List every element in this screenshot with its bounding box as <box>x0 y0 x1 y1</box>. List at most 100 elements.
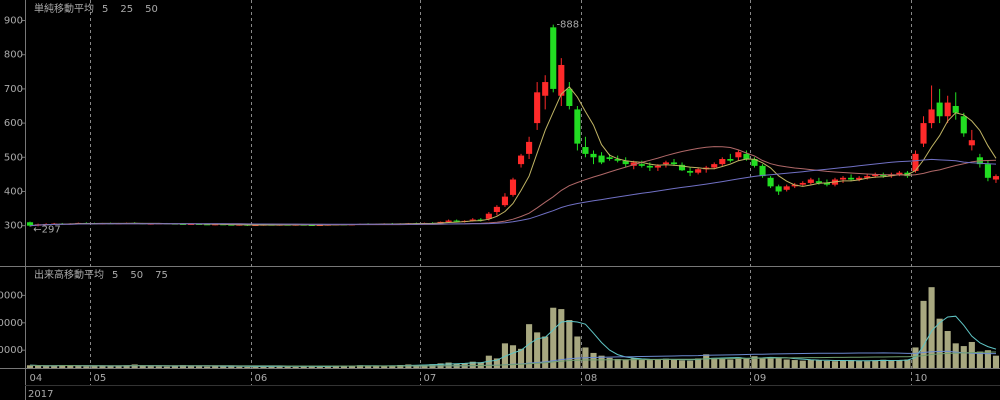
volume-bar <box>976 351 983 368</box>
candle-body <box>920 123 927 144</box>
volume-bar <box>381 366 388 368</box>
annotation: ←297 <box>33 225 60 236</box>
candle-body <box>574 109 581 144</box>
volume-bar <box>389 365 396 368</box>
candle-body <box>187 223 195 225</box>
volume-bar <box>252 366 259 368</box>
volume-bar <box>791 360 798 368</box>
candle-body <box>944 102 951 117</box>
volume-bar <box>99 365 106 368</box>
candle-body <box>509 179 517 195</box>
volume-bar <box>687 360 694 368</box>
volume-bar <box>332 365 339 368</box>
candle-body <box>912 153 919 171</box>
volume-bar <box>831 361 839 368</box>
volume-bar <box>960 346 967 368</box>
volume-bar <box>646 360 653 368</box>
candle-body <box>453 220 460 222</box>
volume-bar <box>952 343 959 368</box>
candle-body <box>485 213 492 219</box>
volume-bar <box>59 364 66 368</box>
volume-bar <box>590 352 597 368</box>
candle-body <box>212 224 219 226</box>
candle-body <box>308 224 315 226</box>
legend-entry: 50 <box>130 270 143 281</box>
volume-bar <box>324 366 331 368</box>
volume-bar <box>992 355 1000 368</box>
volume-bar <box>147 366 154 368</box>
candle-body <box>622 160 629 165</box>
candle-body <box>711 164 718 168</box>
volume-bar <box>212 366 219 368</box>
candle-body <box>823 182 830 185</box>
volume-bar <box>67 365 74 368</box>
volume-bar <box>542 336 549 368</box>
volume-bar <box>888 360 895 368</box>
volume-bar <box>751 356 758 368</box>
volume-bar <box>864 361 871 368</box>
volume-bar <box>526 324 533 368</box>
volume-bar <box>775 358 782 368</box>
candle-body <box>775 186 782 192</box>
candle-body <box>888 174 895 177</box>
volume-bar <box>839 360 847 368</box>
volume-bar <box>896 360 903 368</box>
candle-body <box>960 116 967 134</box>
candle-body <box>662 162 670 165</box>
candle-body <box>501 196 509 206</box>
volume-bar <box>799 360 806 368</box>
volume-bar <box>856 360 863 368</box>
candle-body <box>646 165 653 168</box>
volume-bar <box>727 359 734 368</box>
volume-bar <box>654 359 661 368</box>
volume-bar <box>904 359 911 368</box>
volume-bar <box>944 331 951 368</box>
volume-bar <box>276 365 283 368</box>
x-tick-label: 07 <box>424 373 437 384</box>
volume-bar <box>43 366 50 368</box>
candle-body <box>839 177 847 180</box>
candle-body <box>678 164 686 171</box>
candle-body <box>493 206 500 212</box>
volume-title: 出来高移動平均 <box>34 268 104 281</box>
volume-bar <box>308 366 315 368</box>
candle-body <box>638 164 645 166</box>
volume-bar <box>196 366 203 368</box>
volume-bar <box>373 366 380 368</box>
annotation: -888 <box>556 20 579 31</box>
volume-bar <box>348 366 356 368</box>
volume-bar <box>767 357 774 368</box>
x-tick-label: 05 <box>94 373 107 384</box>
candle-body <box>26 222 34 226</box>
y-tick-label: 300 <box>4 221 23 232</box>
candle-body <box>687 170 694 173</box>
candle-body <box>542 82 549 96</box>
volume-bar <box>920 300 927 368</box>
candle-body <box>550 27 557 89</box>
volume-bar <box>365 365 372 368</box>
candle-body <box>654 165 661 168</box>
volume-bar <box>574 336 581 368</box>
candle-body <box>566 88 573 106</box>
volume-bar <box>711 357 718 368</box>
volume-bar <box>163 366 170 368</box>
volume-bar <box>807 359 814 368</box>
candle-body <box>614 159 621 161</box>
candle-body <box>558 64 565 96</box>
volume-bar <box>91 365 98 368</box>
volume-bar <box>534 332 541 368</box>
candle-body <box>445 220 452 222</box>
candle-body <box>477 219 484 221</box>
candle-body <box>630 162 637 166</box>
candle-body <box>928 109 935 124</box>
candle-body <box>936 102 943 117</box>
volume-bar <box>356 365 364 368</box>
volume-bar <box>743 358 750 368</box>
volume-bar <box>598 355 605 368</box>
volume-bar <box>139 365 146 368</box>
volume-bar <box>171 365 178 368</box>
volume-bar <box>340 365 348 368</box>
volume-bar <box>880 359 887 368</box>
